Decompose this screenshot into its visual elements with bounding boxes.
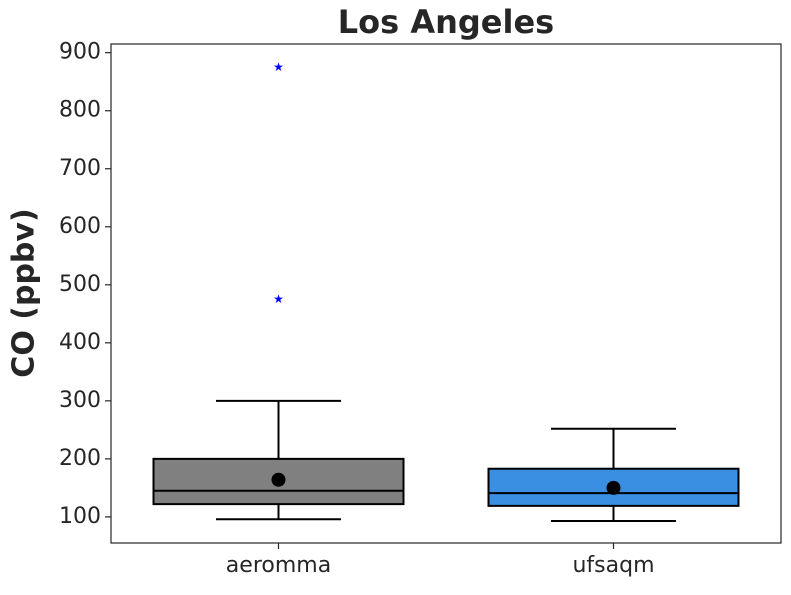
y-tick-label: 800 [59, 98, 101, 123]
mean-marker [606, 480, 621, 495]
y-axis-label: CO (ppbv) [7, 208, 42, 377]
plot-frame [110, 43, 782, 544]
x-tick-label: aeromma [226, 553, 331, 578]
y-tick-label: 100 [59, 504, 101, 529]
y-tick-label: 600 [59, 214, 101, 239]
y-tick-label: 400 [59, 330, 101, 355]
y-tick-label: 700 [59, 156, 101, 181]
outlier: ★ [273, 292, 284, 306]
mean-marker [271, 472, 286, 487]
y-tick-label: 900 [59, 40, 101, 65]
y-tick-label: 200 [59, 446, 101, 471]
y-tick-label: 500 [59, 272, 101, 297]
chart-title: Los Angeles [338, 3, 554, 41]
x-tick-label: ufsaqm [572, 553, 654, 578]
outlier: ★ [273, 60, 284, 74]
y-tick-label: 300 [59, 388, 101, 413]
